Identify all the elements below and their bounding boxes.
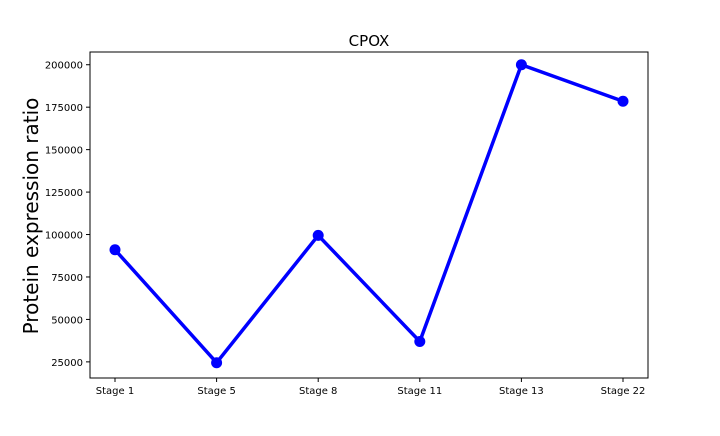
y-axis-label: Protein expression ratio: [19, 98, 43, 335]
x-tick-label: Stage 1: [96, 386, 134, 397]
y-tick-label: 175000: [45, 103, 83, 114]
y-tick-label: 100000: [45, 231, 83, 242]
y-tick-label: 25000: [51, 358, 83, 369]
x-tick-label: Stage 13: [499, 386, 544, 397]
data-point: [109, 244, 121, 256]
y-tick-label: 150000: [45, 146, 83, 157]
x-tick-label: Stage 8: [299, 386, 337, 397]
series-layer: [109, 59, 629, 369]
ticks-layer: 25000 50000 75000 100000 125000 150000 175000 2…: [45, 61, 646, 397]
y-tick-label: 125000: [45, 188, 83, 199]
y-tick-label: 75000: [51, 273, 83, 284]
x-tick-label: Stage 5: [197, 386, 235, 397]
plot-frame: [89, 51, 649, 379]
data-point: [617, 95, 629, 107]
data-point: [515, 59, 527, 71]
data-point: [312, 229, 324, 241]
series-line: [113, 62, 624, 366]
data-point: [414, 335, 426, 347]
data-point: [211, 357, 223, 369]
x-tick-label: Stage 22: [601, 386, 646, 397]
y-tick-label: 50000: [51, 315, 83, 326]
y-tick-label: 200000: [45, 61, 83, 72]
chart-title: CPOX: [349, 32, 390, 50]
x-tick-label: Stage 11: [397, 386, 442, 397]
